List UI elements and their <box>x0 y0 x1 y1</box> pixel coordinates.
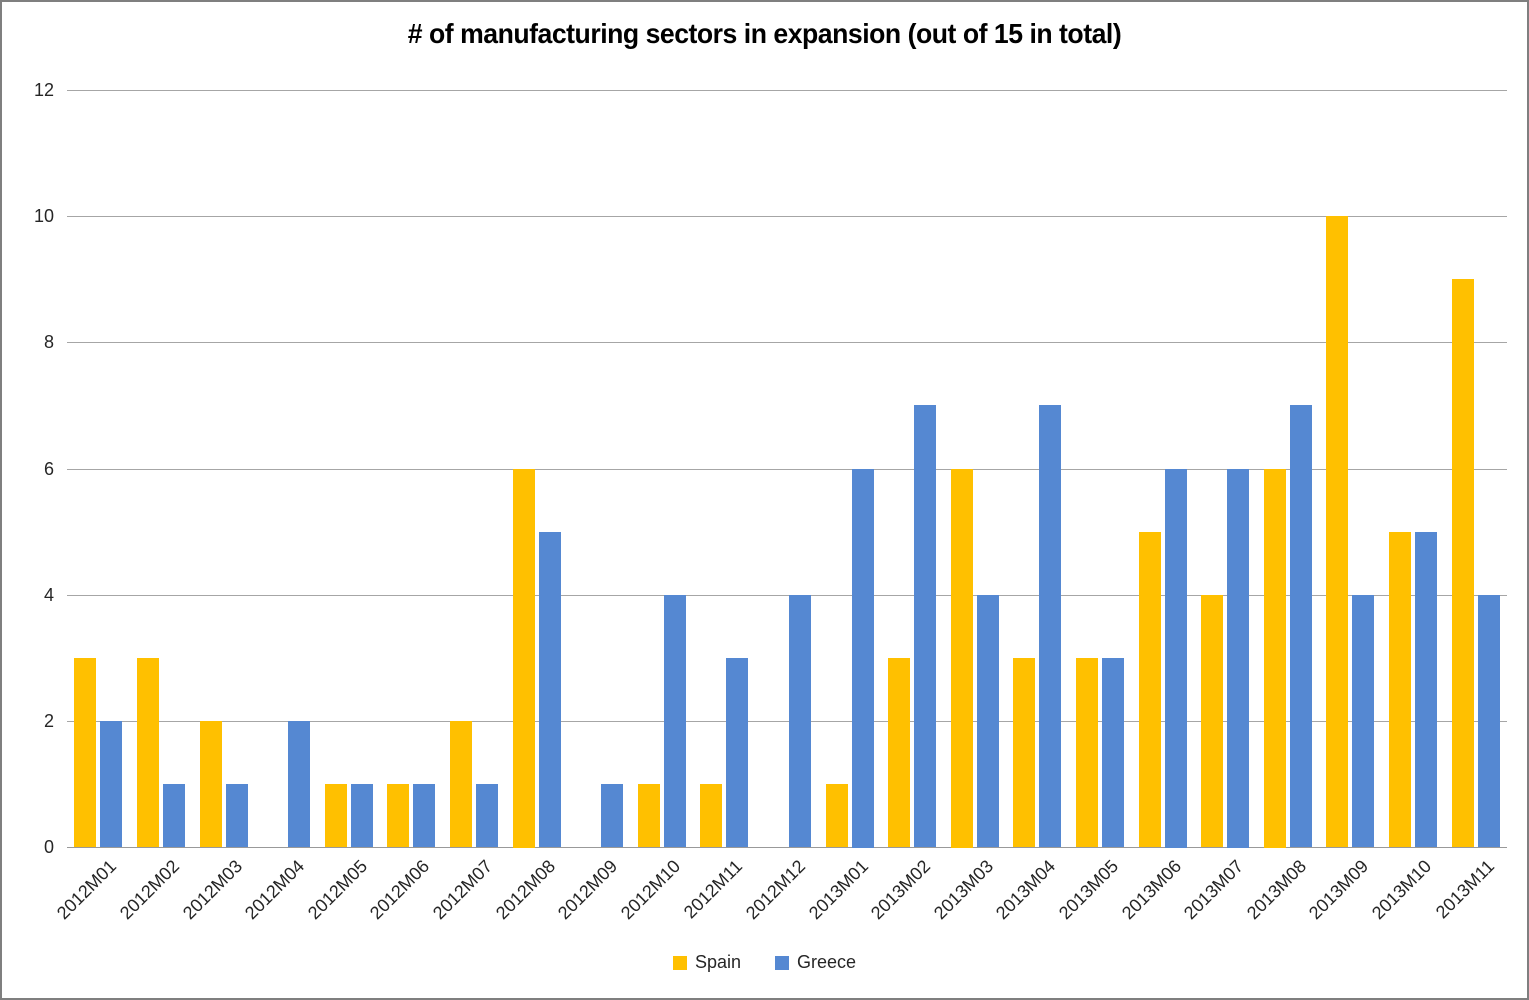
bar-spain-2013M06 <box>1139 532 1161 847</box>
bar-spain-2013M08 <box>1264 469 1286 848</box>
legend: Spain Greece <box>2 952 1527 973</box>
bar-spain-2013M09 <box>1326 216 1348 847</box>
bar-spain-2012M05 <box>325 784 347 847</box>
bar-greece-2012M12 <box>789 595 811 847</box>
bar-spain-2013M04 <box>1013 658 1035 847</box>
bar-spain-2013M01 <box>826 784 848 847</box>
bar-greece-2012M06 <box>413 784 435 847</box>
gridline-12 <box>67 90 1507 91</box>
gridline-2 <box>67 721 1507 722</box>
legend-label-greece: Greece <box>797 952 857 972</box>
bar-greece-2012M07 <box>476 784 498 847</box>
gridline-8 <box>67 342 1507 343</box>
bar-spain-2012M01 <box>74 658 96 847</box>
bar-spain-2013M05 <box>1076 658 1098 847</box>
y-axis-label-10: 10 <box>33 206 54 226</box>
x-axis-line <box>67 847 1507 848</box>
bar-spain-2012M11 <box>700 784 722 847</box>
bar-greece-2012M11 <box>726 658 748 847</box>
legend-item-spain: Spain <box>672 952 741 973</box>
legend-swatch-spain <box>672 955 687 970</box>
bar-greece-2012M02 <box>163 784 185 847</box>
bar-greece-2012M01 <box>100 721 122 847</box>
bar-spain-2013M02 <box>888 658 910 847</box>
legend-swatch-greece <box>775 955 789 970</box>
bar-spain-2012M06 <box>387 784 409 847</box>
bar-greece-2012M08 <box>539 532 561 847</box>
bar-greece-2013M06 <box>1165 469 1187 848</box>
bar-spain-2012M10 <box>638 784 660 847</box>
gridline-10 <box>67 216 1507 217</box>
bar-spain-2013M11 <box>1452 279 1474 847</box>
y-axis-label-8: 8 <box>43 332 54 352</box>
bar-spain-2012M03 <box>200 721 222 847</box>
y-axis-label-12: 12 <box>33 80 54 100</box>
y-axis-label-0: 0 <box>43 837 54 857</box>
bar-greece-2013M04 <box>1039 405 1061 847</box>
bar-greece-2012M04 <box>288 721 310 847</box>
bar-spain-2012M07 <box>450 721 472 847</box>
bar-greece-2013M05 <box>1102 658 1124 847</box>
bar-greece-2013M02 <box>914 405 936 847</box>
gridline-4 <box>67 595 1507 596</box>
bar-greece-2012M09 <box>601 784 623 847</box>
bar-spain-2012M08 <box>513 469 535 848</box>
bar-greece-2013M09 <box>1352 595 1374 847</box>
bar-greece-2013M07 <box>1227 469 1249 848</box>
bar-spain-2013M07 <box>1201 595 1223 847</box>
y-axis-label-6: 6 <box>43 459 54 479</box>
gridline-6 <box>67 469 1507 470</box>
bar-greece-2013M03 <box>977 595 999 847</box>
bar-greece-2013M11 <box>1478 595 1500 847</box>
bar-greece-2012M05 <box>351 784 373 847</box>
bar-spain-2013M03 <box>951 469 973 848</box>
chart-title: # of manufacturing sectors in expansion … <box>407 18 1122 49</box>
bar-greece-2013M10 <box>1415 532 1437 847</box>
bar-greece-2013M08 <box>1290 405 1312 847</box>
legend-item-greece: Greece <box>775 952 856 973</box>
y-axis-label-2: 2 <box>43 711 54 731</box>
bar-greece-2012M03 <box>226 784 248 847</box>
bar-greece-2013M01 <box>852 469 874 848</box>
bar-greece-2012M10 <box>664 595 686 847</box>
y-axis-label-4: 4 <box>43 585 54 605</box>
bar-spain-2013M10 <box>1389 532 1411 847</box>
bar-spain-2012M02 <box>137 658 159 847</box>
legend-label-spain: Spain <box>694 952 741 972</box>
